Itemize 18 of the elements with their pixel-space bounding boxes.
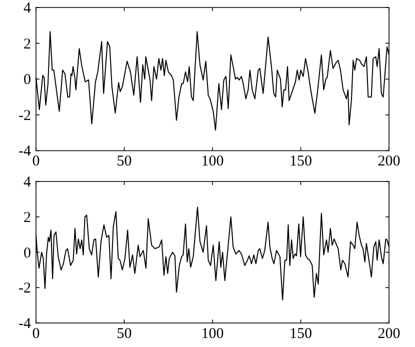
x-tick-label: 200 [378,154,400,170]
y-tick-label: -2 [18,108,31,124]
y-tick-label: 2 [24,210,31,226]
y-tick-label: 2 [24,36,31,52]
x-tick-label: 150 [290,326,312,342]
x-tick-label: 50 [116,326,132,342]
y-tick-label: 4 [24,0,32,16]
y-tick-label: 4 [24,174,32,190]
x-tick-label: 100 [201,326,224,342]
x-tick-label: 50 [116,154,132,170]
y-tick-label: -4 [18,144,32,160]
x-tick-label: 150 [290,154,312,170]
y-tick-label: 0 [24,245,31,262]
y-tick-label: 0 [24,72,31,88]
y-tick-label: -4 [18,316,32,332]
x-tick-label: 200 [378,326,400,342]
x-tick-label: 100 [201,154,224,170]
y-tick-label: -2 [18,280,31,297]
